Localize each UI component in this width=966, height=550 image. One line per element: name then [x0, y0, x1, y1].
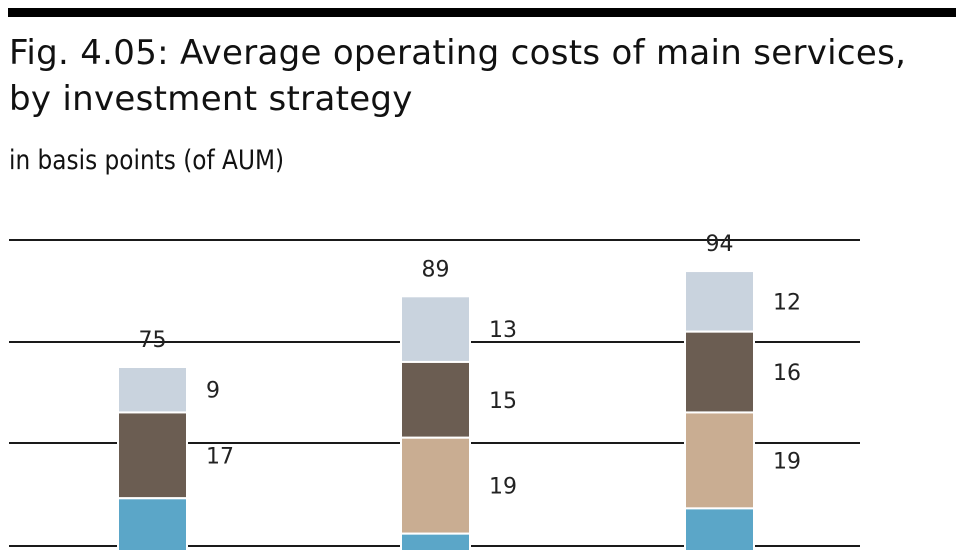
segment-label-0-2: 17: [206, 444, 234, 469]
segment-label-2-3: 12: [773, 290, 801, 315]
chart-title: Fig. 4.05: Average operating costs of ma…: [9, 33, 907, 119]
bar-segment-0-0: [117, 497, 188, 550]
bar-segment-0-2: [117, 411, 188, 500]
bar-segment-1-2: [400, 360, 471, 439]
bar-segment-1-1: [400, 436, 471, 535]
total-label-2: 94: [706, 232, 734, 257]
segment-label-1-1: 19: [489, 475, 517, 500]
total-label-1: 89: [422, 257, 450, 282]
bar-segment-2-3: [684, 270, 755, 333]
bars: [117, 270, 755, 550]
bar-segment-2-0: [684, 507, 755, 550]
bar-segment-1-3: [400, 295, 471, 363]
segment-label-1-2: 15: [489, 389, 517, 414]
total-label-0: 75: [139, 328, 167, 353]
chart-subtitle: in basis points (of AUM): [9, 145, 285, 176]
segment-label-2-2: 16: [773, 361, 801, 386]
segment-label-1-3: 13: [489, 318, 517, 343]
top-rule: [8, 8, 956, 17]
bar-segment-1-0: [400, 532, 471, 550]
bar-segment-2-2: [684, 330, 755, 414]
segment-label-0-3: 9: [206, 379, 220, 404]
segment-label-2-1: 19: [773, 449, 801, 474]
data-labels: 9 17 75 13 15 19 89 12 16 19 94: [139, 232, 802, 500]
bar-segment-0-3: [117, 366, 188, 414]
bar-segment-2-1: [684, 411, 755, 510]
